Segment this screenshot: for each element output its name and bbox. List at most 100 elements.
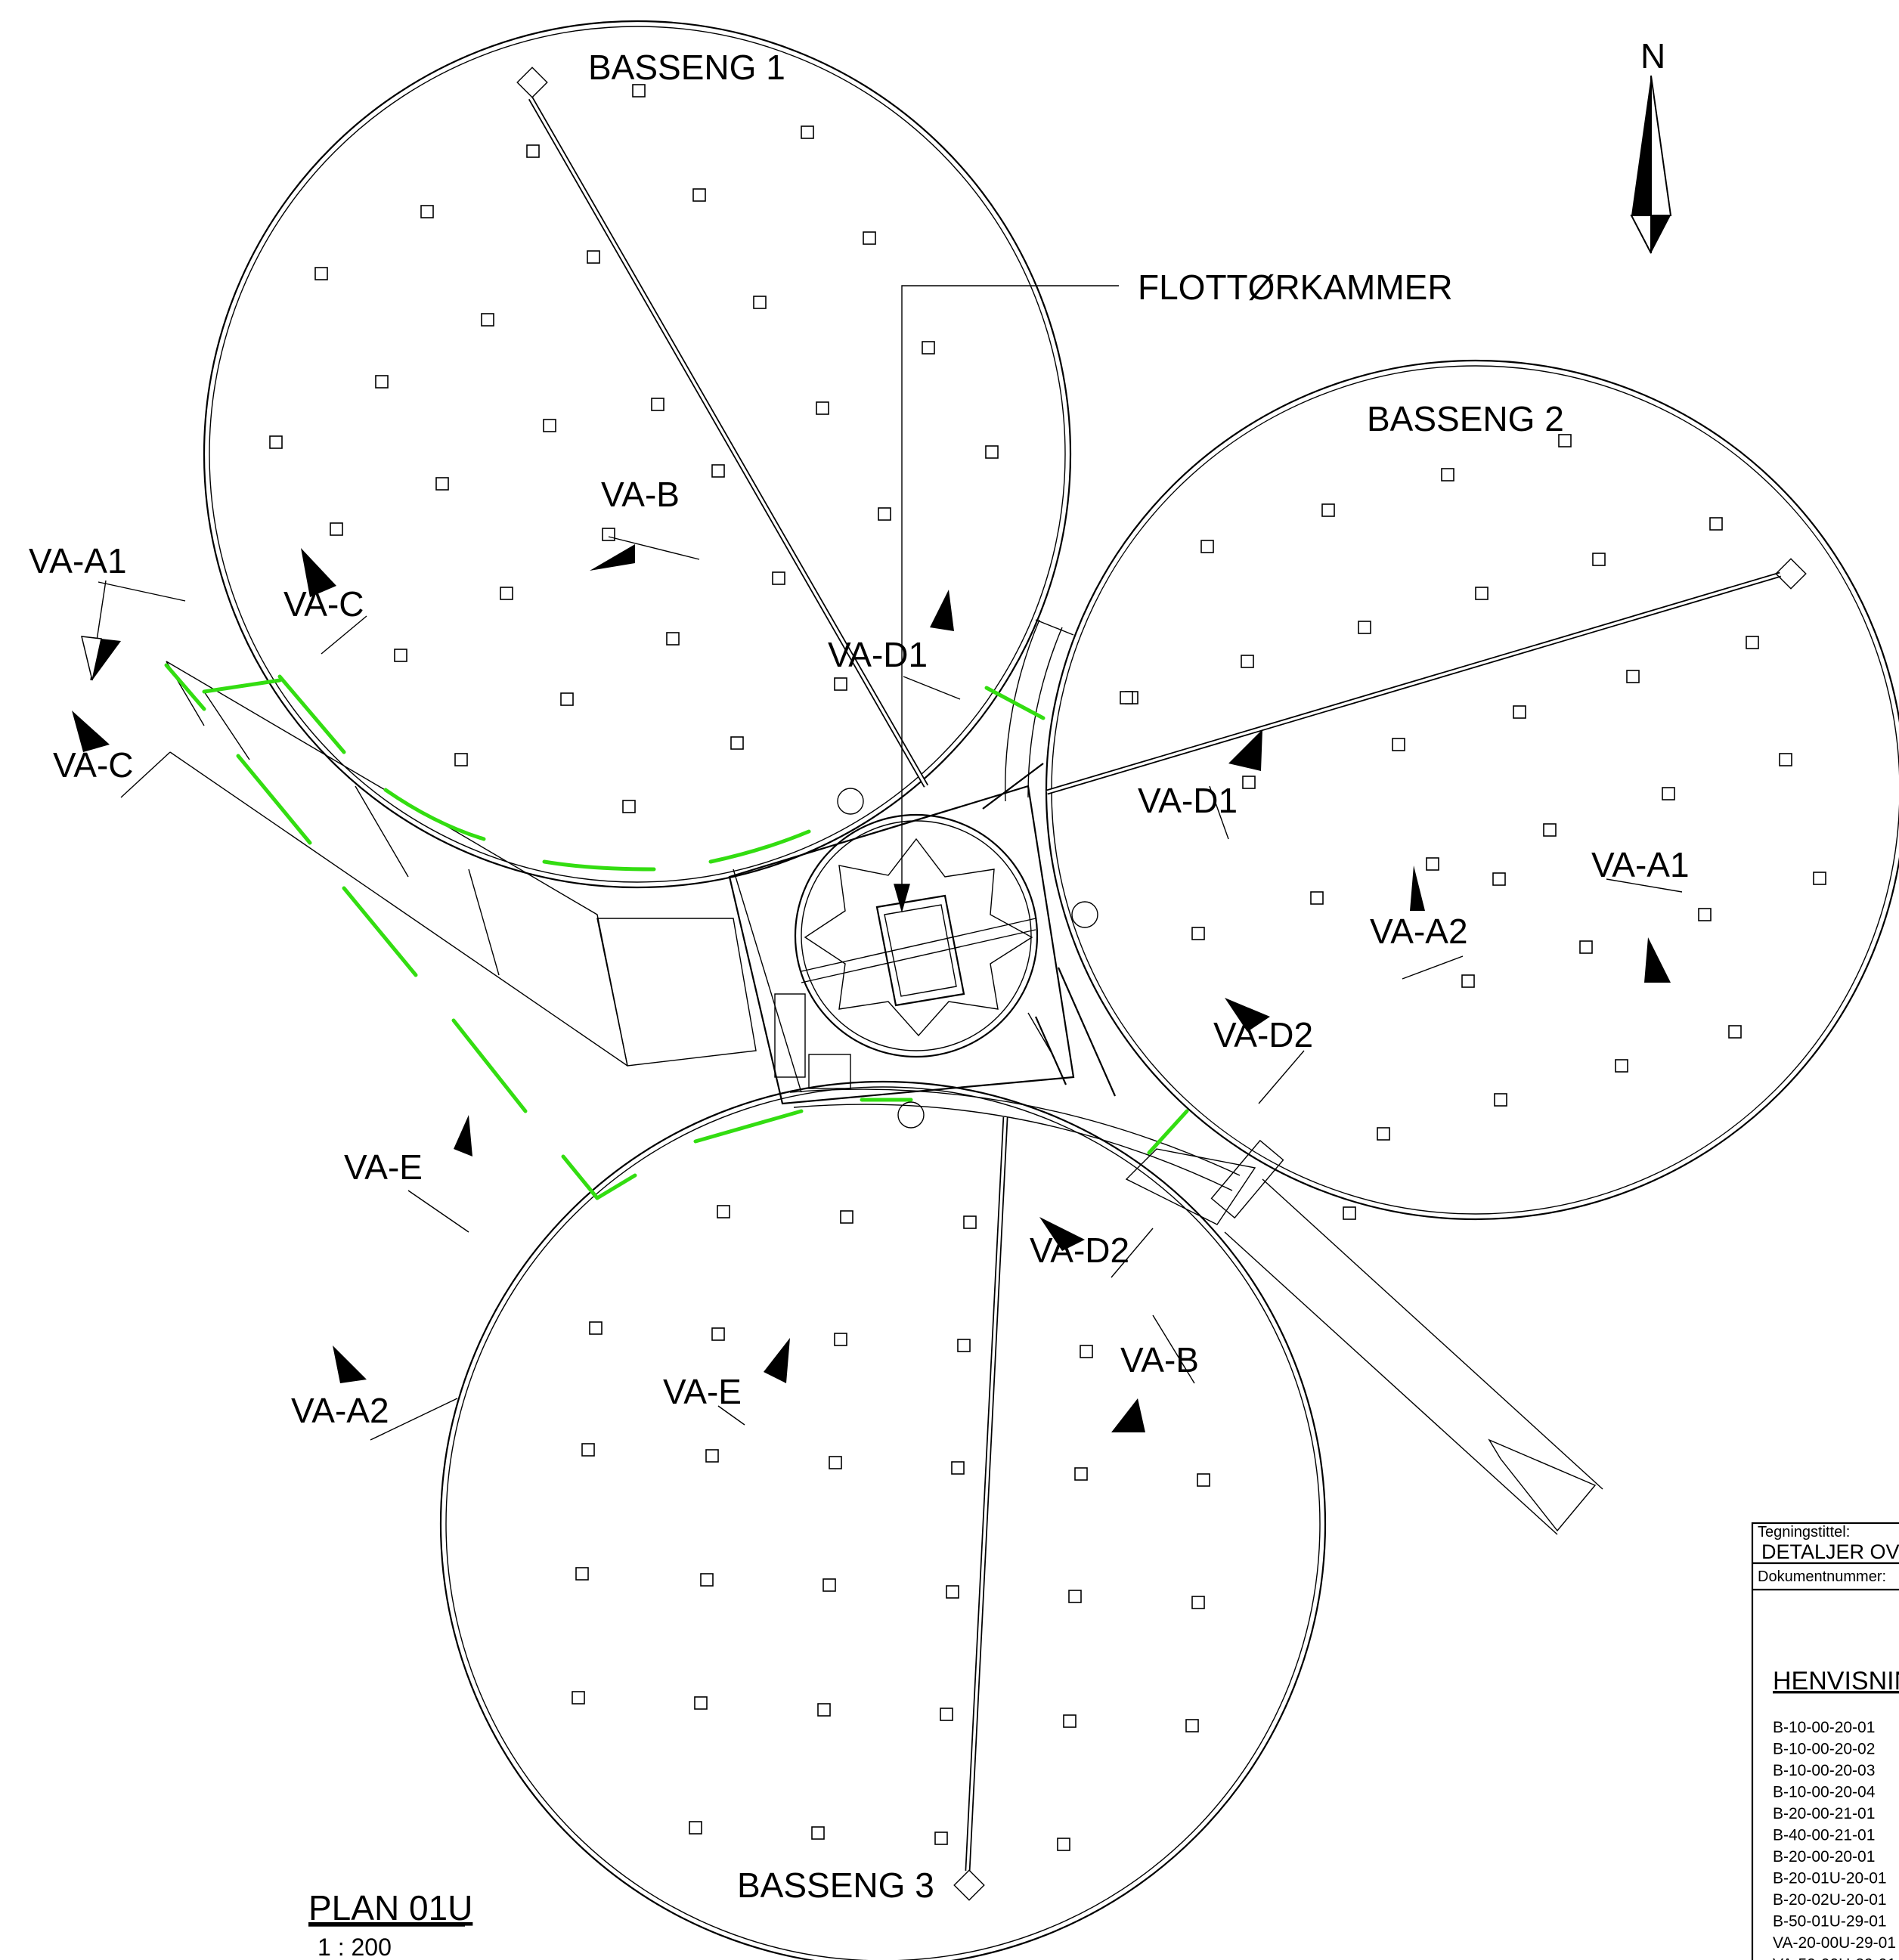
- diffuser-square: [1615, 1059, 1628, 1073]
- diffuser-square: [694, 1696, 708, 1710]
- diffuser-square: [1592, 553, 1606, 566]
- diffuser-square: [1492, 872, 1506, 886]
- diffuser-square: [829, 1456, 842, 1469]
- basin-2-outline: [1046, 360, 1899, 1220]
- basin-1-outline: [203, 20, 1072, 889]
- section-label: VA-A2: [291, 1391, 389, 1430]
- diffuser-square: [1377, 1127, 1390, 1141]
- diffuser-square: [575, 1567, 589, 1581]
- highlight-wall: [164, 663, 1189, 1200]
- diffuser-square: [1392, 738, 1405, 751]
- reference-item: B-10-00-20-04: [1773, 1784, 1876, 1801]
- reference-item: B-20-00-20-01: [1773, 1848, 1875, 1866]
- basin-label: BASSENG 2: [1367, 399, 1564, 438]
- diffuser-square: [1197, 1473, 1210, 1487]
- section-mark-va-a2: VA-A2: [1370, 865, 1468, 980]
- drawing-title-label: Tegningstittel:: [1758, 1524, 1850, 1540]
- diffuser-square: [1426, 857, 1439, 871]
- references-heading: HENVISNIN: [1773, 1667, 1899, 1695]
- diffuser-square: [700, 1573, 714, 1587]
- plan-title: PLAN 01U: [308, 1888, 472, 1927]
- diffuser-square: [1241, 655, 1254, 668]
- section-mark-va-b: VA-B: [590, 475, 700, 571]
- section-label: VA-D1: [1138, 781, 1238, 820]
- basin-3-outline: [440, 1081, 1326, 1960]
- callout-leader: [894, 285, 1119, 913]
- diffuser-square: [1191, 927, 1205, 940]
- outlet-channel: [1210, 1139, 1603, 1535]
- diffuser-square: [963, 1215, 977, 1229]
- diffuser-square: [1343, 1206, 1356, 1220]
- diffuser-square: [1461, 974, 1475, 988]
- section-mark-va-a2: VA-A2: [291, 1345, 458, 1441]
- diffuser-square: [816, 401, 829, 415]
- diffuser-square: [951, 1461, 965, 1475]
- diffuser-square: [1080, 1345, 1093, 1358]
- diffuser-square: [822, 1578, 836, 1592]
- diffuser-square: [1813, 872, 1826, 885]
- diffuser-square: [1779, 753, 1792, 766]
- diffuser-square: [1191, 1596, 1205, 1609]
- diffuser-square: [1494, 1093, 1507, 1107]
- reference-item: B-40-00-21-01: [1773, 1827, 1875, 1844]
- basin-3-inner: [445, 1086, 1321, 1960]
- diffuser-square: [1475, 587, 1489, 600]
- reference-item: B-10-00-20-03: [1773, 1762, 1875, 1779]
- section-label: VA-D2: [1213, 1015, 1313, 1054]
- diffuser-square: [840, 1210, 853, 1224]
- title-block: Tegningstittel: DETALJER OV Dokumentnumm…: [1751, 1522, 1899, 1960]
- diffuser-square: [689, 1821, 702, 1835]
- section-mark-va-b: VA-B: [1111, 1314, 1199, 1432]
- section-mark-va-e: VA-E: [344, 1115, 472, 1233]
- basin-label: BASSENG 1: [588, 48, 785, 87]
- diffuser-square: [543, 419, 556, 432]
- reference-item: VA-50-00U-29-01: [1773, 1956, 1896, 1960]
- diffuser-square: [1068, 1590, 1082, 1603]
- diffuser-square: [572, 1691, 585, 1705]
- reference-item: B-50-01U-29-01: [1773, 1913, 1887, 1931]
- section-mark-va-d2: VA-D2: [1213, 998, 1313, 1104]
- section-label: VA-B: [1120, 1340, 1199, 1379]
- diffuser-square: [1558, 434, 1572, 447]
- diffuser-square: [811, 1826, 825, 1840]
- diffuser-square: [801, 125, 814, 139]
- diffuser-square: [922, 341, 935, 355]
- diffuser-square: [711, 1327, 725, 1341]
- reference-item: B-20-00-21-01: [1773, 1805, 1875, 1822]
- pipe-basin-2: [1046, 558, 1807, 795]
- section-label: VA-A2: [1370, 912, 1468, 951]
- diffuser-square: [772, 571, 785, 585]
- diffuser-square: [651, 398, 664, 411]
- diffuser-square: [602, 528, 615, 541]
- diffuser-square: [1698, 908, 1712, 921]
- diffuser-square: [1441, 468, 1454, 481]
- diffuser-square: [863, 231, 876, 245]
- diffuser-square: [394, 649, 407, 662]
- diffuser-square: [878, 507, 891, 521]
- reference-item: B-10-00-20-02: [1773, 1741, 1875, 1758]
- diffuser-square: [940, 1708, 953, 1721]
- diffuser-square: [1728, 1025, 1742, 1039]
- diffuser-square: [834, 677, 847, 691]
- reference-item: B-20-01U-20-01: [1773, 1870, 1887, 1887]
- basin-1-inner: [209, 26, 1066, 883]
- diffuser-square: [1358, 621, 1371, 634]
- plan-scale: 1 : 200: [318, 1934, 392, 1960]
- section-label: VA-E: [344, 1147, 423, 1187]
- section-label: VA-A1: [29, 541, 127, 581]
- pipe-basin-1: [516, 67, 929, 788]
- references-list: B-10-00-20-01 B-10-00-20-02 B-10-00-20-03 B…: [1773, 1719, 1896, 1960]
- section-label: VA-A1: [1591, 845, 1690, 884]
- diffuser-square: [1057, 1838, 1070, 1851]
- diffuser-square: [1120, 691, 1133, 704]
- diffuser-square: [1310, 891, 1324, 905]
- callout-label: FLOTTØRKAMMER: [1138, 268, 1453, 307]
- section-mark-va-a1: VA-A1: [1591, 845, 1690, 983]
- diffuser-square: [560, 692, 574, 706]
- diffuser-square: [705, 1449, 719, 1463]
- diffuser-square: [500, 587, 513, 600]
- north-arrow-icon: [1630, 75, 1672, 254]
- reference-item: B-20-02U-20-01: [1773, 1891, 1887, 1909]
- section-mark-va-e: VA-E: [663, 1338, 790, 1426]
